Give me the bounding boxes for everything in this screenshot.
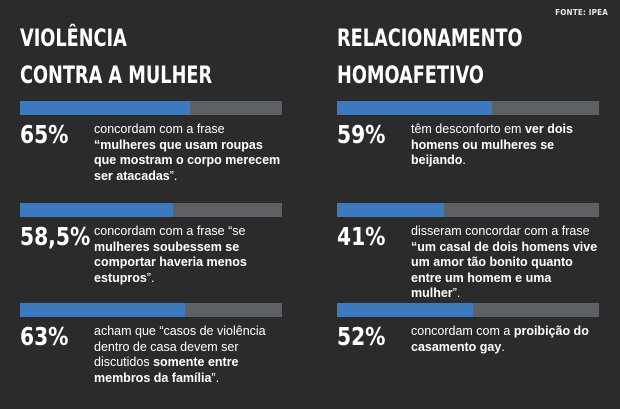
description-text: ”. [146,270,155,285]
percentage-bar-track [337,101,599,115]
percentage-label: 63% [20,322,69,351]
stat-description: acham que “casos de violência dentro de … [94,324,282,386]
description-text: ”. [211,370,220,385]
source-label: FONTE: IPEA [555,8,608,17]
description-text: acham que “casos de violência dentro de … [94,324,266,369]
stat-block: 41% disseram concordar com a frase “um ca… [337,203,599,300]
percentage-bar-fill [20,101,191,115]
percentage-bar-fill [337,303,474,317]
description-emphasis: ver dois homens ou mulheres se beijando [411,122,573,167]
stat-description: disseram concordar com a frase “um casal… [411,224,599,302]
percentage-bar-fill [20,303,186,317]
percentage-label: 41% [337,222,386,251]
stat-description: têm desconforto em ver dois homens ou mu… [411,122,599,169]
description-text: ”. [169,168,178,183]
column-title-line-1: VIOLÊNCIA [20,24,127,52]
description-emphasis: somente entre membros da família [94,355,239,385]
description-emphasis: “mulheres que usam roupas que mostram o … [94,137,281,183]
description-text: . [501,339,505,354]
description-text: têm desconforto em [411,122,525,136]
percentage-label: 52% [337,322,386,351]
column-title-line-1: RELACIONAMENTO [337,24,523,52]
percentage-bar-track [337,303,599,317]
stat-block: 65% concordam com a frase “mulheres que u… [20,101,282,183]
percentage-bar-fill [337,101,492,115]
description-text: . [462,153,466,167]
description-text: concordam com a frase [94,122,225,136]
percentage-label: 59% [337,120,386,149]
percentage-bar-fill [337,203,445,217]
description-text: ”. [452,286,461,300]
description-text: concordam com a frase “se [94,224,246,238]
percentage-label: 58,5% [20,222,91,251]
stat-block: 52% concordam com a proibição do casament… [337,303,599,354]
percentage-label: 65% [20,120,69,149]
percentage-bar-fill [20,203,174,217]
stat-block: 59% têm desconforto em ver dois homens ou… [337,101,599,167]
percentage-bar-track [337,203,599,217]
column-title: RELACIONAMENTO HOMOAFETIVO [337,20,523,94]
description-emphasis: “um casal de dois homens vive um amor tã… [411,239,598,301]
stat-description: concordam com a proibição do casamento g… [411,324,599,355]
column-title-line-2: HOMOAFETIVO [337,61,484,89]
percentage-bar-track [20,203,282,217]
description-emphasis: mulheres soubessem se comportar haveria … [94,239,247,285]
stat-description: concordam com a frase “se mulheres soube… [94,224,282,286]
percentage-bar-track [20,101,282,115]
column-title: VIOLÊNCIA CONTRA A MULHER [20,20,212,94]
stat-block: 58,5% concordam com a frase “se mulheres … [20,203,282,285]
description-emphasis: proibição do casamento gay [411,324,589,354]
stat-description: concordam com a frase “mulheres que usam… [94,122,282,184]
description-text: disseram concordar com a frase [411,224,590,238]
percentage-bar-track [20,303,282,317]
column-title-line-2: CONTRA A MULHER [20,61,213,89]
stat-block: 63% acham que “casos de violência dentro … [20,303,282,385]
description-text: concordam com a [411,324,514,338]
